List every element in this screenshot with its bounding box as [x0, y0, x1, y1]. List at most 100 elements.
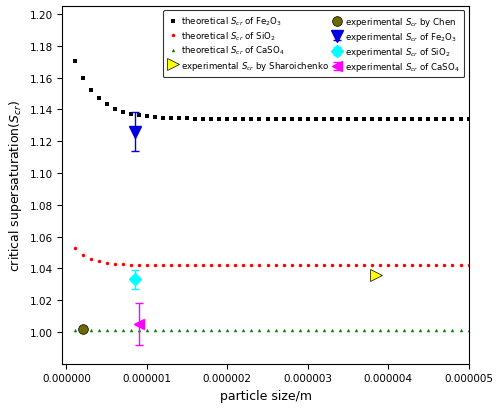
theoretical $S_{cr}$ of CaSO$_4$ — [410, 328, 416, 333]
theoretical $S_{cr}$ of Fe$_2$O$_3$ — [296, 117, 302, 122]
theoretical $S_{cr}$ of Fe$_2$O$_3$ — [208, 117, 214, 122]
theoretical $S_{cr}$ of Fe$_2$O$_3$ — [442, 117, 448, 122]
theoretical $S_{cr}$ of Fe$_2$O$_3$ — [304, 117, 310, 122]
theoretical $S_{cr}$ of SiO$_2$ — [410, 263, 416, 268]
Line: theoretical $S_{cr}$ of Fe$_2$O$_3$: theoretical $S_{cr}$ of Fe$_2$O$_3$ — [73, 60, 470, 121]
theoretical $S_{cr}$ of SiO$_2$ — [418, 263, 424, 268]
theoretical $S_{cr}$ of SiO$_2$ — [296, 263, 302, 268]
theoretical $S_{cr}$ of CaSO$_4$ — [304, 328, 310, 333]
theoretical $S_{cr}$ of CaSO$_4$ — [401, 328, 407, 333]
theoretical $S_{cr}$ of CaSO$_4$ — [296, 328, 302, 333]
theoretical $S_{cr}$ of SiO$_2$ — [96, 259, 102, 264]
theoretical $S_{cr}$ of Fe$_2$O$_3$ — [88, 88, 94, 93]
theoretical $S_{cr}$ of SiO$_2$ — [426, 263, 432, 268]
theoretical $S_{cr}$ of Fe$_2$O$_3$ — [434, 117, 440, 122]
theoretical $S_{cr}$ of CaSO$_4$ — [321, 328, 327, 333]
theoretical $S_{cr}$ of SiO$_2$ — [288, 263, 294, 268]
theoretical $S_{cr}$ of SiO$_2$ — [345, 263, 351, 268]
theoretical $S_{cr}$ of CaSO$_4$ — [208, 328, 214, 333]
theoretical $S_{cr}$ of SiO$_2$ — [240, 263, 246, 268]
theoretical $S_{cr}$ of SiO$_2$ — [434, 263, 440, 268]
theoretical $S_{cr}$ of CaSO$_4$ — [168, 328, 174, 333]
theoretical $S_{cr}$ of Fe$_2$O$_3$ — [184, 117, 190, 121]
theoretical $S_{cr}$ of Fe$_2$O$_3$ — [458, 117, 464, 122]
theoretical $S_{cr}$ of Fe$_2$O$_3$ — [450, 117, 456, 122]
theoretical $S_{cr}$ of Fe$_2$O$_3$ — [128, 112, 134, 117]
theoretical $S_{cr}$ of Fe$_2$O$_3$ — [272, 117, 278, 122]
theoretical $S_{cr}$ of SiO$_2$ — [353, 263, 359, 268]
theoretical $S_{cr}$ of Fe$_2$O$_3$ — [466, 117, 471, 122]
theoretical $S_{cr}$ of SiO$_2$ — [313, 263, 319, 268]
theoretical $S_{cr}$ of SiO$_2$ — [385, 263, 391, 268]
theoretical $S_{cr}$ of SiO$_2$ — [393, 263, 399, 268]
theoretical $S_{cr}$ of SiO$_2$ — [88, 257, 94, 262]
theoretical $S_{cr}$ of CaSO$_4$ — [192, 328, 198, 333]
theoretical $S_{cr}$ of Fe$_2$O$_3$ — [377, 117, 383, 122]
theoretical $S_{cr}$ of SiO$_2$ — [466, 263, 471, 268]
theoretical $S_{cr}$ of SiO$_2$ — [361, 263, 367, 268]
theoretical $S_{cr}$ of Fe$_2$O$_3$ — [385, 117, 391, 122]
theoretical $S_{cr}$ of SiO$_2$ — [144, 263, 150, 268]
theoretical $S_{cr}$ of SiO$_2$ — [304, 263, 310, 268]
theoretical $S_{cr}$ of Fe$_2$O$_3$ — [329, 117, 335, 122]
theoretical $S_{cr}$ of Fe$_2$O$_3$ — [345, 117, 351, 122]
theoretical $S_{cr}$ of CaSO$_4$ — [288, 328, 294, 333]
theoretical $S_{cr}$ of CaSO$_4$ — [345, 328, 351, 333]
theoretical $S_{cr}$ of Fe$_2$O$_3$ — [353, 117, 359, 122]
theoretical $S_{cr}$ of CaSO$_4$ — [264, 328, 270, 333]
theoretical $S_{cr}$ of CaSO$_4$ — [377, 328, 383, 333]
Line: theoretical $S_{cr}$ of SiO$_2$: theoretical $S_{cr}$ of SiO$_2$ — [73, 247, 470, 267]
theoretical $S_{cr}$ of CaSO$_4$ — [184, 328, 190, 333]
theoretical $S_{cr}$ of SiO$_2$ — [401, 263, 407, 268]
theoretical $S_{cr}$ of CaSO$_4$ — [361, 328, 367, 333]
theoretical $S_{cr}$ of CaSO$_4$ — [240, 328, 246, 333]
theoretical $S_{cr}$ of SiO$_2$ — [369, 263, 375, 268]
theoretical $S_{cr}$ of CaSO$_4$ — [256, 328, 262, 333]
theoretical $S_{cr}$ of SiO$_2$ — [450, 263, 456, 268]
theoretical $S_{cr}$ of Fe$_2$O$_3$ — [176, 117, 182, 121]
theoretical $S_{cr}$ of SiO$_2$ — [224, 263, 230, 268]
theoretical $S_{cr}$ of CaSO$_4$ — [272, 328, 278, 333]
theoretical $S_{cr}$ of Fe$_2$O$_3$ — [168, 116, 174, 121]
theoretical $S_{cr}$ of CaSO$_4$ — [88, 328, 94, 333]
theoretical $S_{cr}$ of CaSO$_4$ — [96, 328, 102, 333]
theoretical $S_{cr}$ of CaSO$_4$ — [104, 328, 110, 333]
theoretical $S_{cr}$ of Fe$_2$O$_3$ — [248, 117, 254, 122]
theoretical $S_{cr}$ of SiO$_2$ — [128, 263, 134, 267]
theoretical $S_{cr}$ of Fe$_2$O$_3$ — [264, 117, 270, 122]
theoretical $S_{cr}$ of Fe$_2$O$_3$ — [321, 117, 327, 122]
theoretical $S_{cr}$ of SiO$_2$ — [160, 263, 166, 268]
theoretical $S_{cr}$ of CaSO$_4$ — [200, 328, 206, 333]
theoretical $S_{cr}$ of CaSO$_4$ — [353, 328, 359, 333]
theoretical $S_{cr}$ of SiO$_2$ — [136, 263, 142, 267]
theoretical $S_{cr}$ of Fe$_2$O$_3$ — [401, 117, 407, 122]
theoretical $S_{cr}$ of SiO$_2$ — [377, 263, 383, 268]
theoretical $S_{cr}$ of CaSO$_4$ — [369, 328, 375, 333]
theoretical $S_{cr}$ of Fe$_2$O$_3$ — [136, 114, 142, 119]
theoretical $S_{cr}$ of CaSO$_4$ — [280, 328, 286, 333]
theoretical $S_{cr}$ of CaSO$_4$ — [72, 328, 78, 333]
theoretical $S_{cr}$ of SiO$_2$ — [80, 253, 86, 258]
theoretical $S_{cr}$ of Fe$_2$O$_3$ — [112, 107, 117, 112]
theoretical $S_{cr}$ of SiO$_2$ — [120, 262, 126, 267]
theoretical $S_{cr}$ of SiO$_2$ — [280, 263, 286, 268]
theoretical $S_{cr}$ of Fe$_2$O$_3$ — [361, 117, 367, 122]
Legend: theoretical $S_{cr}$ of Fe$_2$O$_3$, theoretical $S_{cr}$ of SiO$_2$, theoretica: theoretical $S_{cr}$ of Fe$_2$O$_3$, the… — [163, 11, 464, 78]
theoretical $S_{cr}$ of SiO$_2$ — [176, 263, 182, 268]
theoretical $S_{cr}$ of Fe$_2$O$_3$ — [232, 117, 238, 122]
theoretical $S_{cr}$ of Fe$_2$O$_3$ — [192, 117, 198, 122]
theoretical $S_{cr}$ of SiO$_2$ — [192, 263, 198, 268]
theoretical $S_{cr}$ of SiO$_2$ — [232, 263, 238, 268]
theoretical $S_{cr}$ of CaSO$_4$ — [442, 328, 448, 333]
theoretical $S_{cr}$ of CaSO$_4$ — [466, 328, 471, 333]
theoretical $S_{cr}$ of CaSO$_4$ — [458, 328, 464, 333]
Y-axis label: critical supersaturation($S_{cr}$): critical supersaturation($S_{cr}$) — [7, 99, 24, 271]
theoretical $S_{cr}$ of Fe$_2$O$_3$ — [288, 117, 294, 122]
theoretical $S_{cr}$ of Fe$_2$O$_3$ — [393, 117, 399, 122]
theoretical $S_{cr}$ of SiO$_2$ — [442, 263, 448, 268]
theoretical $S_{cr}$ of CaSO$_4$ — [120, 328, 126, 333]
theoretical $S_{cr}$ of CaSO$_4$ — [434, 328, 440, 333]
theoretical $S_{cr}$ of SiO$_2$ — [104, 261, 110, 265]
theoretical $S_{cr}$ of CaSO$_4$ — [385, 328, 391, 333]
theoretical $S_{cr}$ of Fe$_2$O$_3$ — [104, 103, 110, 108]
